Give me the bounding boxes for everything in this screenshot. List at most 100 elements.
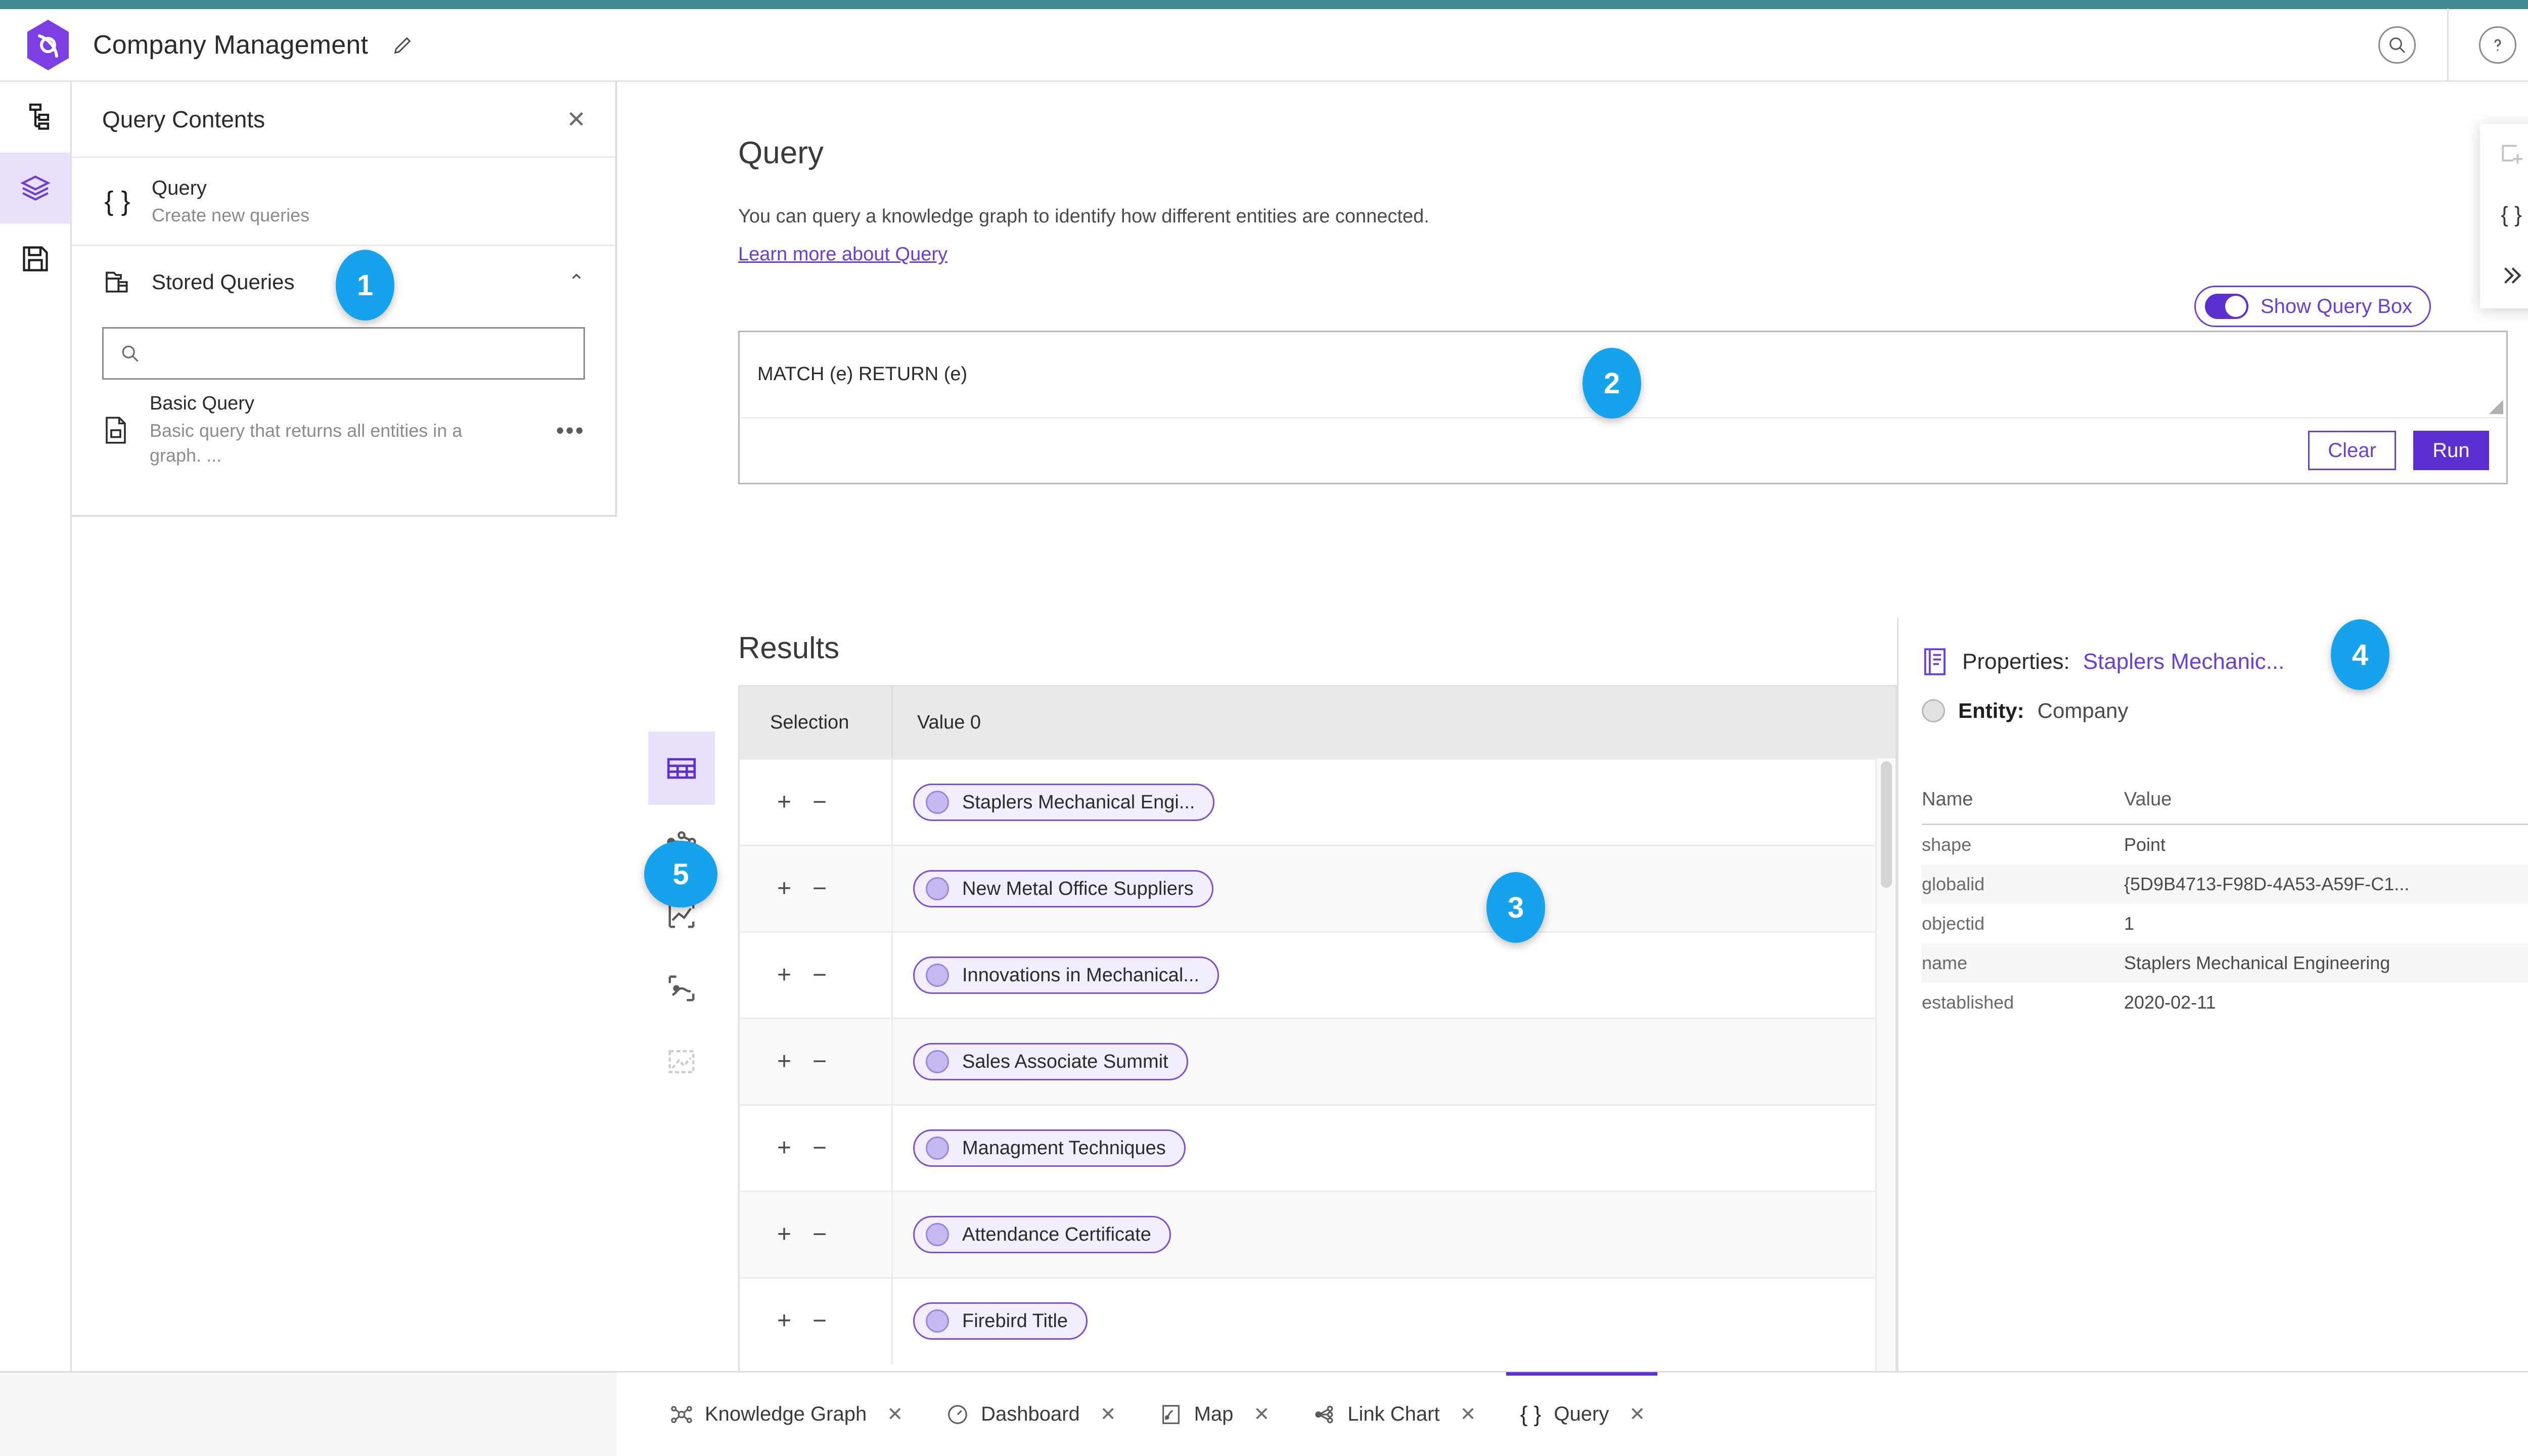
entity-chip-label: Attendance Certificate [962, 1223, 1151, 1245]
remove-row-icon[interactable]: − [812, 1221, 827, 1248]
pencil-icon[interactable] [391, 33, 415, 57]
entity-chip-label: Firebird Title [962, 1310, 1068, 1332]
entity-chip[interactable]: New Metal Office Suppliers [913, 870, 1213, 907]
row-value: Attendance Certificate [891, 1191, 1895, 1278]
add-row-icon[interactable]: + [777, 1134, 792, 1161]
menu-item-store-new-query[interactable]: { } Store New Query [2480, 185, 2528, 245]
remove-row-icon[interactable]: − [812, 875, 827, 902]
table-row[interactable]: + − Staplers Mechanical Engi... [740, 758, 1895, 846]
search-input[interactable] [150, 342, 568, 365]
property-value: 2020-02-11 [2124, 992, 2216, 1013]
entity-chip[interactable]: Attendance Certificate [913, 1216, 1171, 1253]
resize-handle[interactable] [2489, 400, 2503, 414]
table-row[interactable]: + − New Metal Office Suppliers [740, 845, 1895, 932]
table-view-icon[interactable] [648, 732, 715, 805]
callout-badge-1: 1 [336, 250, 394, 321]
query-heading: Query [738, 135, 824, 170]
table-row[interactable]: + − Sales Associate Summit [740, 1018, 1895, 1105]
map-view-icon[interactable] [648, 951, 715, 1025]
query-contents-item-query[interactable]: { } Query Create new queries [72, 158, 615, 246]
entity-type-label: Entity: [1958, 699, 2024, 722]
entity-dot-icon [926, 877, 949, 900]
remove-row-icon[interactable]: − [812, 789, 827, 815]
add-row-icon[interactable]: + [777, 1221, 792, 1248]
knowledge-graph-icon [669, 1402, 694, 1427]
image-view-icon[interactable] [648, 1025, 715, 1098]
entity-chip[interactable]: Managment Techniques [913, 1129, 1186, 1167]
toggle-switch[interactable] [2205, 294, 2248, 319]
entity-chip[interactable]: Firebird Title [913, 1302, 1088, 1340]
row-value: Managment Techniques [891, 1105, 1895, 1192]
entity-dot-icon [926, 1050, 949, 1073]
table-row[interactable]: + − Innovations in Mechanical... [740, 931, 1895, 1019]
entity-dot-icon [926, 964, 949, 987]
menu-item-collapse[interactable]: Collapse [2480, 245, 2528, 306]
more-options-icon[interactable]: ••• [556, 417, 585, 444]
sidebar-item-layers[interactable] [0, 153, 70, 223]
chevron-up-icon[interactable]: ⌃ [568, 271, 585, 293]
table-row[interactable]: + − Firebird Title [740, 1277, 1895, 1364]
close-icon[interactable]: ✕ [1100, 1404, 1116, 1425]
remove-row-icon[interactable]: − [812, 962, 827, 988]
tab-dashboard[interactable]: Dashboard ✕ [924, 1372, 1138, 1456]
remove-row-icon[interactable]: − [812, 1307, 827, 1334]
add-row-icon[interactable]: + [777, 789, 792, 815]
close-icon[interactable]: ✕ [1629, 1404, 1646, 1425]
scrollbar-thumb[interactable] [1881, 761, 1892, 888]
left-icon-rail: » [0, 82, 72, 1456]
header-divider [2447, 8, 2449, 81]
entity-dot-icon [926, 1223, 949, 1246]
close-icon[interactable]: ✕ [887, 1404, 904, 1425]
table-scrollbar[interactable] [1875, 758, 1895, 1371]
learn-more-link[interactable]: Learn more about Query [738, 244, 948, 265]
stored-query-list-item[interactable]: Basic Query Basic query that returns all… [72, 380, 615, 468]
entity-chip[interactable]: Staplers Mechanical Engi... [913, 784, 1215, 821]
property-value: {5D9B4713-F98D-4A53-A59F-C1... [2124, 874, 2410, 894]
tab-label: Map [1194, 1403, 1234, 1425]
entity-chip[interactable]: Innovations in Mechanical... [913, 957, 1219, 994]
row-value: Staplers Mechanical Engi... [891, 759, 1895, 846]
add-row-icon[interactable]: + [777, 875, 792, 902]
braces-icon: { } [1520, 1401, 1542, 1427]
stored-queries-title: Stored Queries [152, 270, 295, 294]
add-row-icon[interactable]: + [777, 962, 792, 988]
properties-header: Properties: Staplers Mechanic... ✕ [1899, 618, 2528, 677]
close-icon[interactable]: ✕ [1253, 1404, 1270, 1425]
property-value: 1 [2124, 913, 2135, 934]
app-header: Company Management KS Knowledge Studio p… [0, 8, 2528, 82]
stored-queries-search[interactable] [102, 327, 585, 380]
callout-badge-2: 2 [1583, 348, 1641, 419]
tab-knowledge-graph[interactable]: Knowledge Graph ✕ [648, 1372, 924, 1456]
remove-row-icon[interactable]: − [812, 1134, 827, 1161]
menu-item-add-selection-to[interactable]: Add Selection To [2480, 124, 2528, 185]
entity-chip[interactable]: Sales Associate Summit [913, 1043, 1188, 1080]
braces-icon: { } [104, 186, 130, 216]
add-row-icon[interactable]: + [777, 1307, 792, 1334]
add-row-icon[interactable]: + [777, 1048, 792, 1075]
properties-title-value[interactable]: Staplers Mechanic... [2083, 649, 2285, 674]
close-icon[interactable]: ✕ [566, 106, 586, 132]
properties-icon [1922, 646, 1949, 677]
property-name: shape [1922, 834, 1972, 855]
help-icon[interactable] [2479, 26, 2517, 64]
tab-link-chart[interactable]: Link Chart ✕ [1291, 1372, 1497, 1456]
folder-icon [102, 267, 132, 297]
stored-query-title: Basic Query [150, 393, 254, 414]
stored-queries-header[interactable]: Stored Queries ⌃ [72, 246, 615, 318]
tab-map[interactable]: Map ✕ [1138, 1372, 1291, 1456]
remove-row-icon[interactable]: − [812, 1048, 827, 1075]
sidebar-item-hierarchy[interactable] [0, 82, 70, 153]
sidebar-item-save[interactable] [0, 223, 70, 294]
search-icon[interactable] [2378, 26, 2416, 64]
query-editor-text[interactable]: MATCH (e) RETURN (e) [757, 363, 968, 385]
table-row[interactable]: + − Attendance Certificate [740, 1191, 1895, 1278]
clear-button[interactable]: Clear [2308, 431, 2396, 470]
run-button[interactable]: Run [2413, 431, 2489, 470]
table-row[interactable]: + − Managment Techniques [740, 1104, 1895, 1192]
property-row: globalid {5D9B4713-F98D-4A53-A59F-C1... [1922, 864, 2528, 904]
show-query-box-toggle[interactable]: Show Query Box [2194, 286, 2431, 327]
close-icon[interactable]: ✕ [1460, 1404, 1476, 1425]
query-editor-actions: Clear Run [738, 400, 2508, 484]
callout-badge-3: 3 [1486, 872, 1545, 943]
tab-query[interactable]: { } Query ✕ [1497, 1372, 1666, 1456]
